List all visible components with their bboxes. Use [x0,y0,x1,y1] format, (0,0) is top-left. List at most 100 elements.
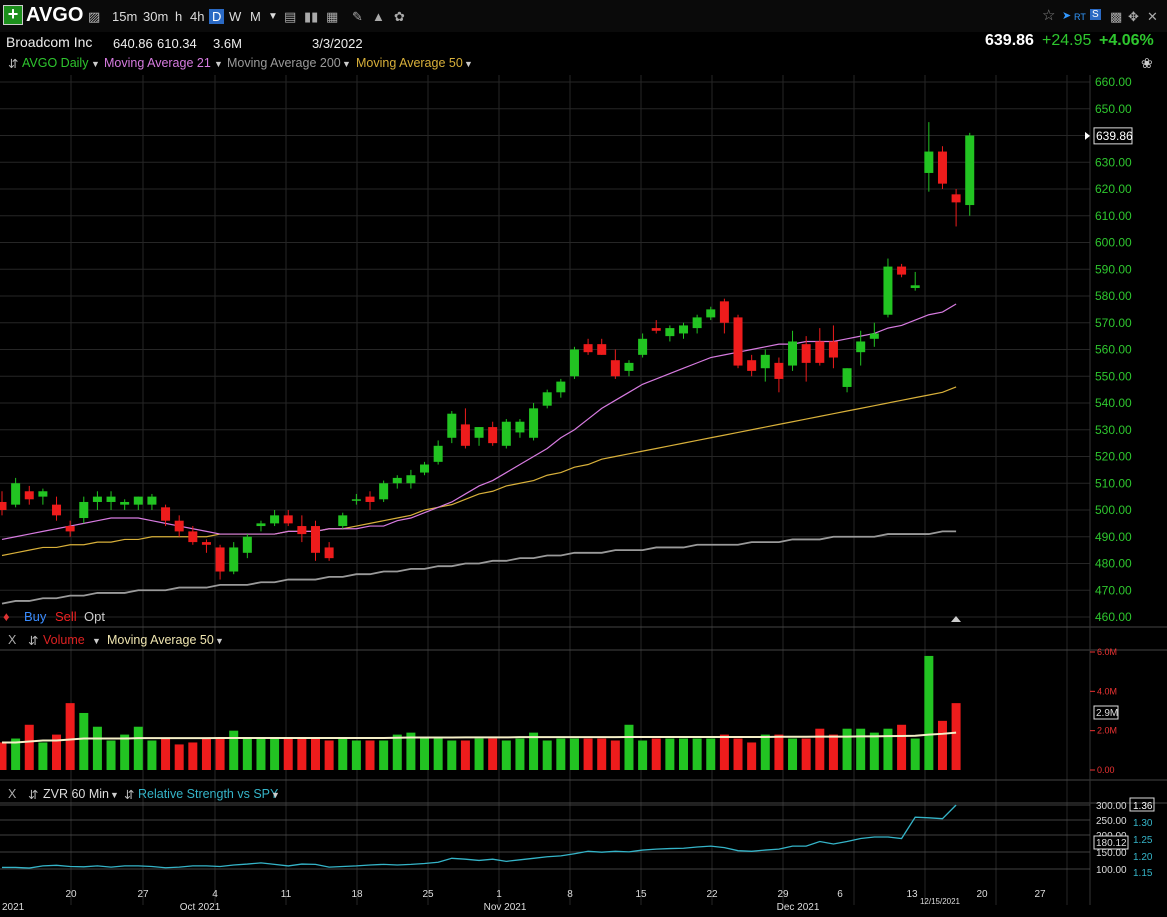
y-tick-label: 520.00 [1095,450,1132,464]
share-icon[interactable]: ✿ [394,9,405,24]
chevron-down-icon[interactable]: ▼ [271,790,280,800]
candle [597,344,607,355]
tf-d[interactable]: D [209,9,225,24]
candle [201,542,211,545]
volume-bar [542,740,552,770]
symbol-label[interactable]: AVGO [26,4,84,26]
candle [256,523,266,527]
zvr-legend[interactable]: ZVR 60 Min [43,787,109,801]
tf-15m[interactable]: 15m [112,9,138,24]
palette-icon[interactable]: ❀ [1141,55,1153,71]
volume-ma-legend[interactable]: Moving Average 50 [107,633,214,647]
tf-h[interactable]: h [175,9,183,24]
volume-legend[interactable]: Volume [43,633,85,647]
calculator-icon[interactable]: ▦ [326,9,339,24]
rs-right-label: 1.20 [1133,852,1153,863]
pin-icon[interactable]: ➤ [1062,10,1072,22]
sell-button[interactable]: Sell [55,609,77,624]
x-tick-label: 11 [281,889,292,900]
chevron-down-icon[interactable]: ▼ [215,636,224,646]
volume-bar [38,742,48,770]
buy-button[interactable]: Buy [24,609,47,624]
sort-icon[interactable]: ⇵ [28,788,39,802]
volume-bar [937,720,947,770]
company-name: Broadcom Inc [6,34,93,50]
print-icon[interactable]: ▩ [1110,9,1123,24]
ticket-icon[interactable]: ▨ [88,9,101,24]
chart-type-icon[interactable]: ▤ [284,9,297,24]
volume-bar [774,734,784,770]
move-icon[interactable]: ✥ [1128,9,1139,24]
candle [24,491,34,500]
candle [515,421,525,433]
y-tick-label: 540.00 [1095,396,1132,410]
tf-4h[interactable]: 4h [190,9,205,24]
candle [351,499,361,501]
chevron-down-icon[interactable]: ▼ [214,59,223,69]
candle [215,547,225,572]
candle [433,445,443,462]
rs-legend[interactable]: Relative Strength vs SPY [138,787,279,801]
star-icon[interactable]: ☆ [1042,7,1056,24]
volume-bar [11,738,21,770]
volume-bar [215,738,225,770]
volume-bar [692,738,702,770]
candle [242,536,252,553]
volume-close-button[interactable]: X [8,633,17,647]
volume-bar [92,726,102,770]
order-icon[interactable]: ♦ [3,609,10,624]
candle [188,531,198,543]
sort-icon[interactable]: ⇵ [8,57,19,71]
tf-w[interactable]: W [229,9,242,24]
candle [338,515,348,527]
candle [828,341,838,358]
candle [501,421,511,446]
opt-button[interactable]: Opt [84,609,105,624]
volume-bar [392,734,402,770]
volume-bar [52,734,62,770]
sort-icon[interactable]: ⇵ [124,788,135,802]
candle [0,501,7,510]
y-tick-label: 580.00 [1095,289,1132,303]
chevron-down-icon[interactable]: ▼ [464,59,473,69]
volume-bar [65,703,75,770]
pencil-icon[interactable]: ✎ [352,9,363,24]
y-tick-label: 550.00 [1095,369,1132,383]
chevron-down-icon[interactable]: ▼ [268,11,278,22]
candle [610,360,620,377]
chevron-down-icon[interactable]: ▼ [91,59,100,69]
candle [474,427,484,438]
legend-ma50[interactable]: Moving Average 50 [356,56,463,70]
close-icon[interactable]: ✕ [1147,9,1158,24]
add-symbol-icon[interactable]: + [3,5,23,25]
rs-close-button[interactable]: X [8,787,17,801]
volume-bar [406,732,416,770]
legend-ma200[interactable]: Moving Average 200 [227,56,341,70]
volume-bar [474,738,484,770]
rt-icon[interactable]: RT [1074,12,1086,22]
legend-ma21[interactable]: Moving Average 21 [104,56,211,70]
candle [965,135,975,206]
candle [120,501,130,505]
tf-30m[interactable]: 30m [143,9,169,24]
bars-icon[interactable]: ▮▮ [304,9,319,24]
tf-m[interactable]: M [250,9,261,24]
volume-ma-box [1093,705,1119,720]
settings-icon[interactable]: S [1090,9,1101,20]
y-tick-label: 630.00 [1095,155,1132,169]
candle [747,360,757,371]
sort-icon[interactable]: ⇵ [28,634,39,648]
volume-bar [897,724,907,770]
rs-mid-label: 180.12 [1096,838,1127,849]
chevron-down-icon[interactable]: ▼ [92,636,101,646]
chevron-down-icon[interactable]: ▼ [110,790,119,800]
rs-right-label: 1.36 [1133,801,1153,812]
volume-bar [801,738,811,770]
volume-bar [120,734,130,770]
legend-main[interactable]: AVGO Daily [22,56,89,70]
layers-icon[interactable]: ▲ [372,9,385,24]
chevron-down-icon[interactable]: ▼ [342,59,351,69]
volume-bar [529,732,539,770]
x-tick-label: 8 [567,889,573,900]
